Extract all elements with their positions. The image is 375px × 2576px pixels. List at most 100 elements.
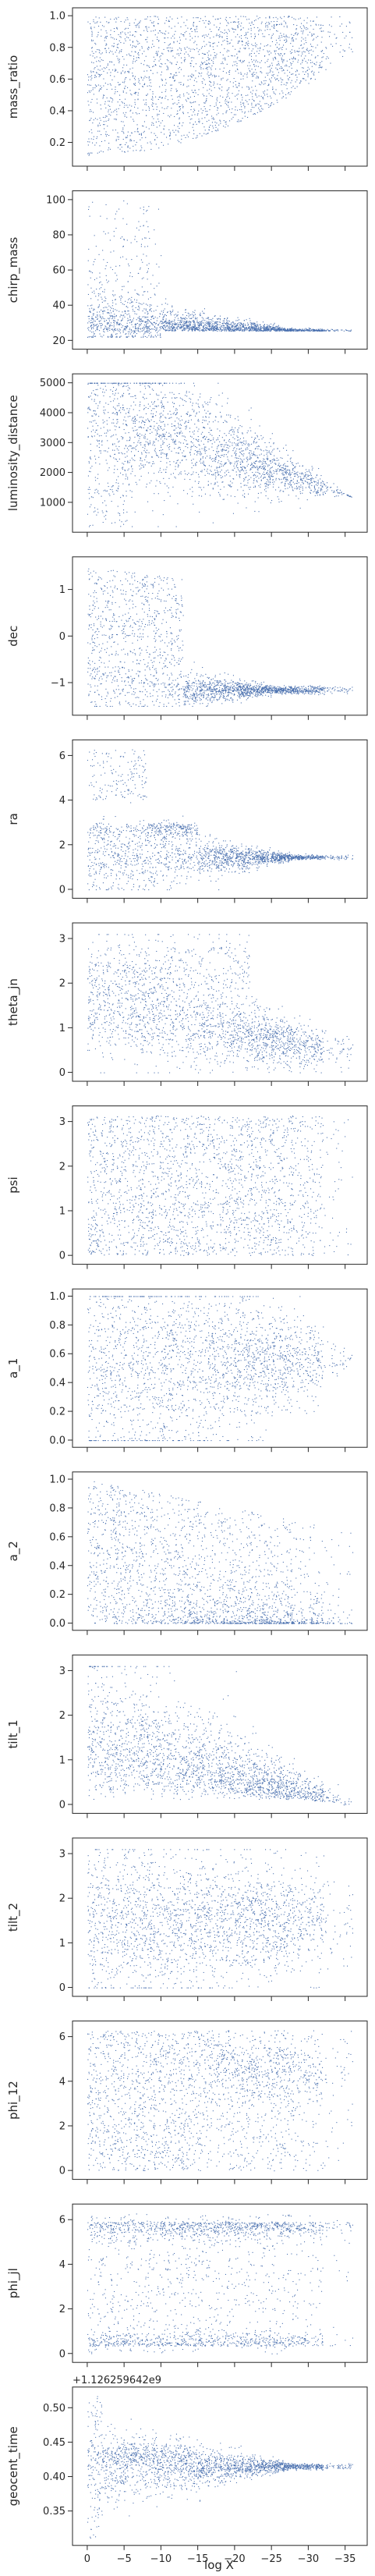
scatter-point — [226, 324, 228, 325]
scatter-point — [310, 49, 312, 51]
scatter-point — [315, 64, 317, 66]
scatter-point — [90, 277, 91, 279]
scatter-point — [239, 330, 240, 332]
scatter-point — [177, 17, 179, 19]
scatter-point — [289, 51, 291, 52]
scatter-point — [261, 21, 263, 23]
scatter-point — [199, 20, 200, 22]
scatter-point — [161, 303, 163, 305]
scatter-point — [269, 16, 271, 17]
scatter-point — [213, 48, 214, 50]
scatter-point — [170, 84, 172, 86]
scatter-point — [146, 321, 147, 322]
scatter-point — [265, 328, 267, 329]
scatter-point — [147, 291, 148, 293]
scatter-point — [328, 330, 330, 332]
scatter-point — [139, 479, 140, 481]
scatter-point — [349, 31, 351, 33]
scatter-point — [174, 37, 175, 39]
scatter-point — [91, 32, 93, 34]
scatter-point — [279, 23, 281, 25]
scatter-point — [138, 305, 140, 307]
scatter-point — [174, 448, 175, 449]
scatter-point — [247, 480, 249, 481]
scatter-point — [128, 449, 129, 451]
scatter-point — [254, 455, 256, 456]
scatter-point — [143, 206, 144, 208]
scatter-point — [159, 322, 161, 324]
scatter-point — [177, 140, 179, 141]
scatter-point — [105, 326, 107, 328]
scatter-point — [225, 102, 226, 104]
scatter-point — [94, 87, 96, 89]
scatter-point — [146, 317, 147, 318]
scatter-point — [137, 272, 139, 274]
scatter-point — [179, 428, 181, 429]
scatter-point — [108, 22, 110, 23]
scatter-point — [280, 77, 281, 79]
scatter-point — [87, 92, 88, 94]
scatter-point — [209, 84, 210, 86]
scatter-point — [247, 116, 249, 118]
scatter-point — [295, 463, 297, 464]
scatter-point — [105, 510, 107, 512]
scatter-point — [264, 45, 265, 47]
scatter-point — [308, 475, 310, 477]
scatter-point — [98, 90, 100, 92]
scatter-point — [189, 35, 191, 37]
scatter-point — [264, 483, 266, 484]
scatter-point — [111, 314, 113, 316]
scatter-point — [131, 457, 133, 459]
scatter-point — [142, 261, 143, 263]
scatter-point — [138, 23, 140, 24]
scatter-point — [95, 246, 97, 247]
scatter-point — [198, 325, 200, 327]
scatter-point — [172, 402, 173, 403]
scatter-point — [191, 329, 193, 331]
scatter-point — [271, 328, 273, 330]
scatter-point — [90, 271, 92, 272]
y-tick-label: 0.8 — [49, 42, 65, 54]
scatter-point — [233, 22, 235, 23]
scatter-point — [118, 319, 119, 321]
scatter-point — [127, 147, 129, 148]
scatter-point — [349, 330, 351, 332]
scatter-point — [135, 326, 136, 328]
scatter-point — [122, 385, 124, 387]
scatter-point — [152, 403, 154, 405]
scatter-point — [87, 336, 88, 338]
scatter-point — [102, 291, 104, 293]
scatter-point — [155, 64, 157, 66]
scatter-point — [246, 76, 248, 78]
scatter-point — [91, 98, 93, 100]
scatter-point — [138, 78, 140, 80]
scatter-point — [134, 51, 136, 52]
scatter-point — [237, 42, 239, 44]
scatter-point — [264, 474, 266, 475]
scatter-point — [212, 46, 214, 48]
scatter-point — [318, 24, 320, 26]
scatter-point — [217, 446, 218, 448]
scatter-point — [293, 24, 295, 26]
scatter-point — [331, 26, 332, 27]
scatter-point — [198, 110, 200, 112]
scatter-point — [154, 64, 156, 66]
scatter-point — [154, 294, 156, 296]
scatter-point — [140, 243, 142, 245]
scatter-point — [260, 328, 261, 330]
scatter-point — [171, 50, 172, 51]
scatter-point — [285, 84, 287, 86]
scatter-point — [260, 105, 261, 107]
scatter-point — [120, 297, 122, 299]
scatter-point — [134, 61, 136, 62]
scatter-point — [141, 77, 143, 79]
scatter-point — [187, 327, 189, 328]
scatter-point — [144, 421, 146, 423]
scatter-point — [260, 23, 262, 24]
scatter-point — [93, 40, 94, 41]
scatter-point — [161, 323, 163, 325]
scatter-point — [296, 25, 298, 27]
scatter-point — [111, 325, 113, 326]
scatter-point — [212, 325, 214, 327]
scatter-point — [193, 321, 194, 323]
